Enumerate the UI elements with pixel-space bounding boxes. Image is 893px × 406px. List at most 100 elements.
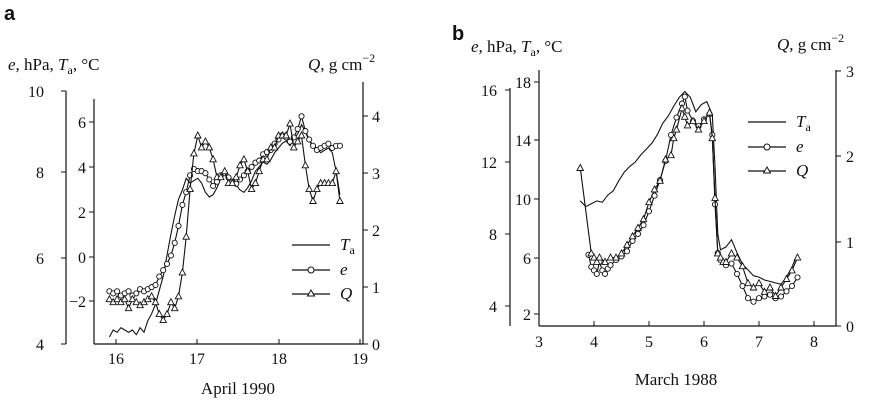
series-line-ta xyxy=(579,90,799,285)
panel-b-left-axis-title: e, hPa, Ta, °C xyxy=(471,37,562,59)
data-point-q xyxy=(760,287,769,295)
data-point-q xyxy=(189,148,198,157)
panel-b-series-e xyxy=(585,93,801,305)
data-point-q xyxy=(617,248,626,257)
data-point-q xyxy=(669,133,678,142)
panel-b-e-ticks: 4 8 12 16 xyxy=(481,83,510,316)
data-point-e xyxy=(728,260,735,267)
data-point-q xyxy=(286,119,294,127)
data-point-e xyxy=(210,182,217,189)
panel-a-q-tick-label: 1 xyxy=(372,280,380,297)
panel-a-e-tick-label: 4 xyxy=(36,337,44,354)
data-point-q xyxy=(332,166,341,175)
data-point-q xyxy=(174,291,183,300)
data-point-q xyxy=(159,315,168,324)
panel-b-x-tick-label: 6 xyxy=(700,334,708,351)
panel-a-letter: a xyxy=(4,3,16,25)
panel-b-t-ticks: 2 6 10 14 18 xyxy=(515,75,539,324)
data-point-q xyxy=(201,136,210,145)
data-point-q xyxy=(645,197,653,206)
data-point-q xyxy=(335,196,344,204)
data-point-q xyxy=(592,257,601,265)
data-point-q xyxy=(251,178,260,187)
data-point-e xyxy=(133,290,140,297)
panel-b-t-tick-label: 10 xyxy=(515,192,531,209)
data-point-q xyxy=(722,257,730,265)
data-point-e xyxy=(755,295,763,302)
legend-label-e: e xyxy=(340,260,348,279)
data-point-e xyxy=(601,270,609,277)
data-point-e xyxy=(607,262,614,269)
data-point-q xyxy=(228,178,237,187)
panel-b-series-ta xyxy=(579,90,799,285)
data-point-q xyxy=(312,184,321,193)
data-point-q xyxy=(738,261,747,270)
data-point-q xyxy=(289,142,298,151)
panel-b-chart: b e, hPa, Ta, °C Q, g cm−2 3 4 5 6 7 8 4 xyxy=(452,23,854,389)
data-point-q xyxy=(587,248,596,257)
panel-a-e-tick-label: 8 xyxy=(36,165,44,182)
data-point-q xyxy=(205,142,214,151)
panel-a-x-tick-label: 17 xyxy=(189,351,205,368)
data-point-e xyxy=(248,163,255,170)
data-point-q xyxy=(749,283,758,291)
data-point-e xyxy=(160,267,167,274)
data-point-q xyxy=(163,309,171,318)
data-point-q xyxy=(166,297,175,306)
data-point-q xyxy=(590,253,598,261)
data-point-q xyxy=(700,116,708,125)
data-point-e xyxy=(783,288,790,295)
data-point-e xyxy=(623,248,631,255)
panel-b-q-tick-label: 0 xyxy=(846,319,854,336)
panel-b-legend: Ta e Q xyxy=(748,112,811,180)
panel-b-e-tick-label: 16 xyxy=(481,83,497,100)
panel-a-x-ticks: 16 17 18 19 xyxy=(108,339,368,368)
panel-b-series-q xyxy=(576,103,802,299)
panel-b-x-tick-label: 3 xyxy=(535,334,543,351)
panel-b-t-tick-label: 14 xyxy=(515,133,531,150)
panel-b-e-tick-label: 12 xyxy=(481,155,497,172)
data-point-q xyxy=(182,232,191,240)
data-point-e xyxy=(179,201,186,208)
data-point-q xyxy=(766,283,774,291)
data-point-q xyxy=(239,154,248,163)
data-point-e xyxy=(744,295,752,302)
data-point-e xyxy=(777,293,785,300)
data-point-e xyxy=(175,222,182,229)
data-point-q xyxy=(220,166,229,175)
panel-a-t-tick-label: −2 xyxy=(69,294,86,311)
data-point-q xyxy=(305,184,314,193)
legend-label-ta: Ta xyxy=(340,235,355,257)
series-line-e xyxy=(587,94,798,303)
panel-a-q-tick-label: 3 xyxy=(372,166,380,183)
data-point-e xyxy=(298,113,305,120)
panel-a-x-tick-label: 18 xyxy=(271,351,287,368)
data-point-q xyxy=(178,267,187,276)
panel-a-x-axis-title: April 1990 xyxy=(201,379,275,398)
panel-b-x-tick-label: 7 xyxy=(755,334,763,351)
data-point-e xyxy=(640,222,647,229)
panel-b-x-tick-label: 5 xyxy=(645,334,653,351)
data-point-q xyxy=(209,154,218,163)
data-point-q xyxy=(694,125,703,133)
data-point-q xyxy=(689,116,697,125)
data-point-q xyxy=(782,274,791,282)
data-point-q xyxy=(113,294,122,303)
panel-a-t-tick-label: 6 xyxy=(78,115,86,132)
data-point-e xyxy=(171,239,178,246)
series-line-q xyxy=(579,106,799,298)
panel-a-series-q xyxy=(105,119,344,324)
legend-label-q: Q xyxy=(340,284,352,303)
panel-b-t-tick-label: 18 xyxy=(515,75,531,92)
data-point-e xyxy=(336,142,343,149)
data-point-q xyxy=(301,160,310,169)
data-point-q xyxy=(612,253,620,261)
legend-label-q: Q xyxy=(796,161,808,180)
data-point-q xyxy=(193,131,202,139)
data-point-q xyxy=(243,166,252,175)
data-point-e xyxy=(593,270,600,277)
data-point-q xyxy=(186,184,195,193)
panel-b-e-tick-label: 4 xyxy=(489,299,497,316)
data-point-e xyxy=(733,270,741,277)
data-point-e xyxy=(750,298,757,305)
